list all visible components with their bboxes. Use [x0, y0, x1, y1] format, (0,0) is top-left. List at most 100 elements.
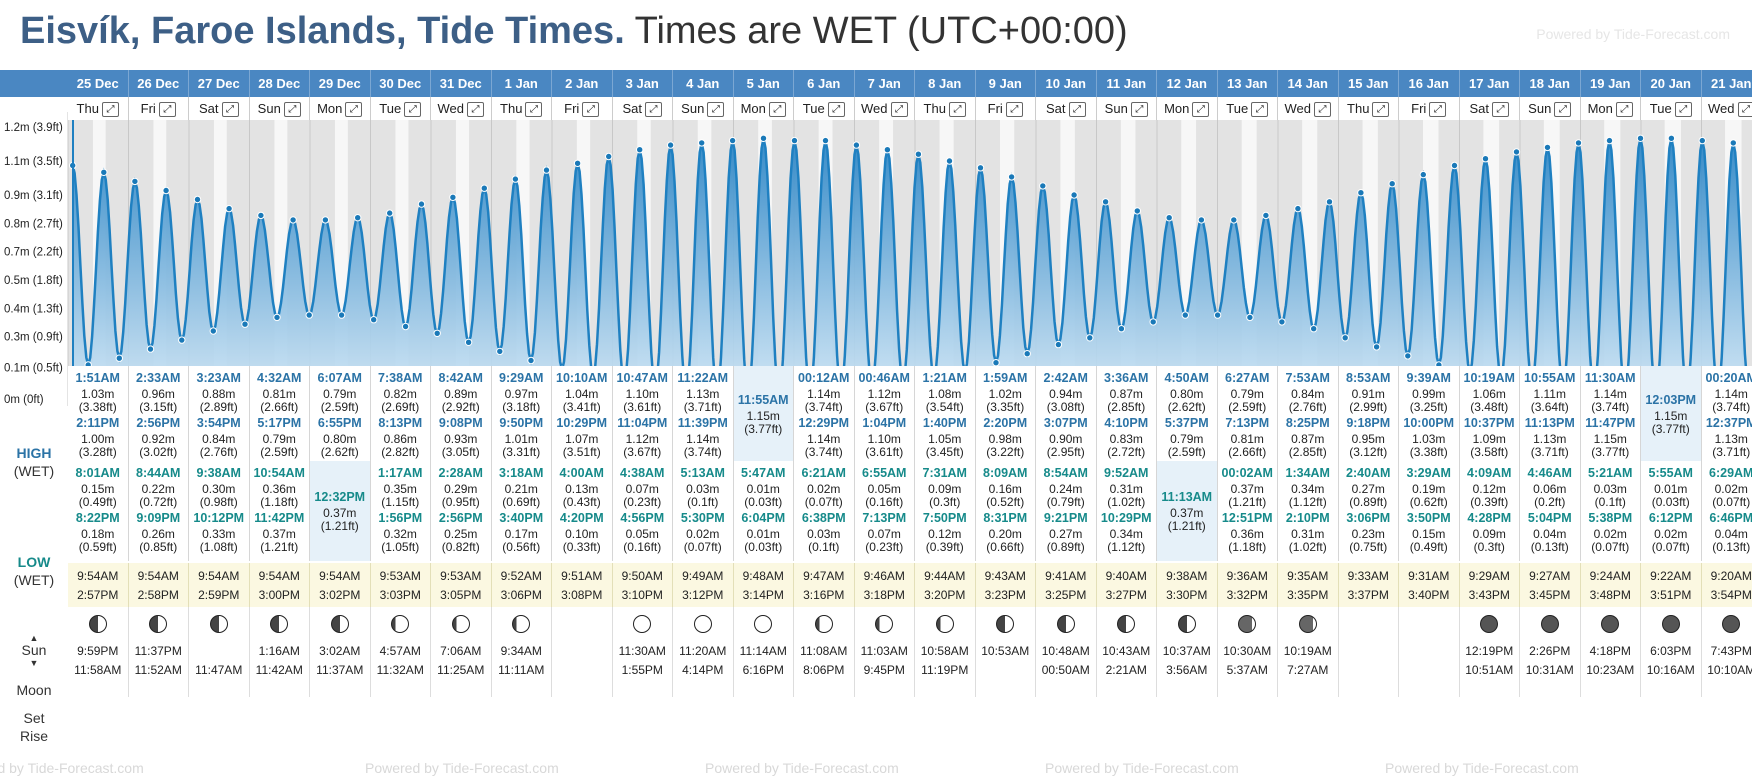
- high-tide-point[interactable]: [1357, 189, 1365, 197]
- expand-icon[interactable]: ⤢: [1554, 102, 1572, 118]
- expand-icon[interactable]: ⤢: [221, 102, 239, 118]
- high-tide-point[interactable]: [1698, 136, 1707, 145]
- high-tide-point[interactable]: [1197, 216, 1206, 224]
- expand-icon[interactable]: ⤢: [827, 102, 845, 118]
- high-tide-point[interactable]: [1667, 134, 1676, 142]
- high-tide-point[interactable]: [1262, 211, 1270, 220]
- high-tide-point[interactable]: [1070, 191, 1078, 199]
- high-tide-point[interactable]: [511, 175, 520, 183]
- high-tide-point[interactable]: [1450, 161, 1459, 170]
- high-tide-point[interactable]: [100, 168, 108, 176]
- high-tide-point[interactable]: [914, 150, 923, 158]
- low-tide-point[interactable]: [370, 316, 378, 324]
- high-tide-point[interactable]: [1294, 204, 1302, 213]
- high-tide-point[interactable]: [759, 134, 768, 142]
- high-tide-point[interactable]: [1419, 170, 1428, 179]
- low-tide-point[interactable]: [992, 359, 1000, 367]
- high-tide-point[interactable]: [1512, 148, 1521, 156]
- expand-icon[interactable]: ⤢: [645, 102, 662, 118]
- low-tide-point[interactable]: [1023, 350, 1031, 358]
- expand-icon[interactable]: ⤢: [101, 102, 119, 118]
- expand-icon[interactable]: ⤢: [890, 102, 908, 118]
- low-tide-point[interactable]: [527, 356, 535, 365]
- high-tide-point[interactable]: [666, 141, 675, 149]
- high-tide-point[interactable]: [945, 157, 954, 165]
- high-tide-point[interactable]: [1481, 155, 1490, 163]
- expand-icon[interactable]: ⤢: [948, 102, 966, 118]
- expand-icon[interactable]: ⤢: [1674, 102, 1692, 118]
- low-tide-point[interactable]: [1246, 313, 1254, 322]
- high-tide-point[interactable]: [976, 164, 985, 172]
- expand-icon[interactable]: ⤢: [1492, 102, 1509, 118]
- low-tide-point[interactable]: [146, 345, 155, 353]
- high-tide-point[interactable]: [1230, 216, 1238, 224]
- low-tide-point[interactable]: [1404, 352, 1412, 360]
- high-tide-point[interactable]: [1039, 182, 1047, 190]
- high-tide-point[interactable]: [193, 195, 202, 204]
- expand-icon[interactable]: ⤢: [1372, 102, 1390, 118]
- high-tide-point[interactable]: [480, 184, 488, 192]
- low-tide-point[interactable]: [178, 336, 186, 344]
- high-tide-point[interactable]: [698, 139, 706, 147]
- low-tide-point[interactable]: [209, 327, 218, 335]
- low-tide-point[interactable]: [1213, 311, 1222, 319]
- low-tide-point[interactable]: [496, 347, 504, 356]
- high-tide-point[interactable]: [386, 209, 394, 217]
- expand-icon[interactable]: ⤢: [1737, 102, 1752, 118]
- low-tide-point[interactable]: [337, 311, 346, 319]
- low-tide-point[interactable]: [1181, 311, 1190, 319]
- low-tide-point[interactable]: [1372, 343, 1381, 351]
- expand-icon[interactable]: ⤢: [404, 102, 422, 118]
- low-tide-point[interactable]: [1341, 334, 1349, 342]
- low-tide-point[interactable]: [305, 311, 313, 319]
- high-tide-point[interactable]: [354, 214, 362, 222]
- high-tide-point[interactable]: [1605, 136, 1614, 145]
- expand-icon[interactable]: ⤢: [1130, 102, 1148, 118]
- expand-icon[interactable]: ⤢: [1005, 102, 1023, 118]
- low-tide-point[interactable]: [464, 338, 473, 347]
- high-tide-point[interactable]: [162, 186, 170, 195]
- low-tide-point[interactable]: [1278, 318, 1286, 326]
- high-tide-point[interactable]: [289, 216, 297, 224]
- low-tide-point[interactable]: [241, 320, 249, 328]
- high-tide-point[interactable]: [1636, 134, 1645, 142]
- high-tide-point[interactable]: [542, 166, 551, 174]
- expand-icon[interactable]: ⤢: [707, 102, 725, 118]
- expand-icon[interactable]: ⤢: [525, 102, 543, 118]
- high-tide-point[interactable]: [1007, 173, 1016, 181]
- high-tide-point[interactable]: [1133, 207, 1142, 215]
- high-tide-point[interactable]: [321, 216, 330, 224]
- expand-icon[interactable]: ⤢: [345, 102, 363, 118]
- high-tide-point[interactable]: [257, 211, 265, 220]
- high-tide-point[interactable]: [728, 136, 737, 145]
- low-tide-point[interactable]: [115, 354, 124, 362]
- high-tide-point[interactable]: [417, 200, 426, 208]
- high-tide-point[interactable]: [573, 159, 582, 167]
- low-tide-point[interactable]: [1054, 340, 1063, 349]
- high-tide-point[interactable]: [225, 204, 233, 213]
- high-tide-point[interactable]: [883, 146, 892, 154]
- low-tide-point[interactable]: [401, 322, 410, 331]
- low-tide-point[interactable]: [1149, 318, 1157, 326]
- high-tide-point[interactable]: [636, 146, 644, 154]
- expand-icon[interactable]: ⤢: [1615, 102, 1633, 118]
- high-tide-point[interactable]: [1165, 214, 1173, 222]
- expand-icon[interactable]: ⤢: [467, 102, 484, 118]
- expand-icon[interactable]: ⤢: [1429, 102, 1447, 118]
- low-tide-point[interactable]: [1310, 325, 1318, 333]
- low-tide-point[interactable]: [1086, 334, 1094, 342]
- high-tide-point[interactable]: [790, 136, 799, 145]
- high-tide-point[interactable]: [852, 141, 861, 149]
- high-tide-point[interactable]: [1101, 198, 1110, 206]
- expand-icon[interactable]: ⤢: [283, 102, 301, 118]
- expand-icon[interactable]: ⤢: [582, 102, 600, 118]
- expand-icon[interactable]: ⤢: [1314, 102, 1331, 118]
- expand-icon[interactable]: ⤢: [1192, 102, 1210, 118]
- high-tide-point[interactable]: [1729, 139, 1738, 147]
- low-tide-point[interactable]: [1117, 325, 1126, 333]
- high-tide-point[interactable]: [821, 136, 830, 145]
- expand-icon[interactable]: ⤢: [768, 102, 786, 118]
- expand-icon[interactable]: ⤢: [158, 102, 176, 118]
- low-tide-point[interactable]: [433, 329, 441, 338]
- high-tide-point[interactable]: [131, 177, 139, 186]
